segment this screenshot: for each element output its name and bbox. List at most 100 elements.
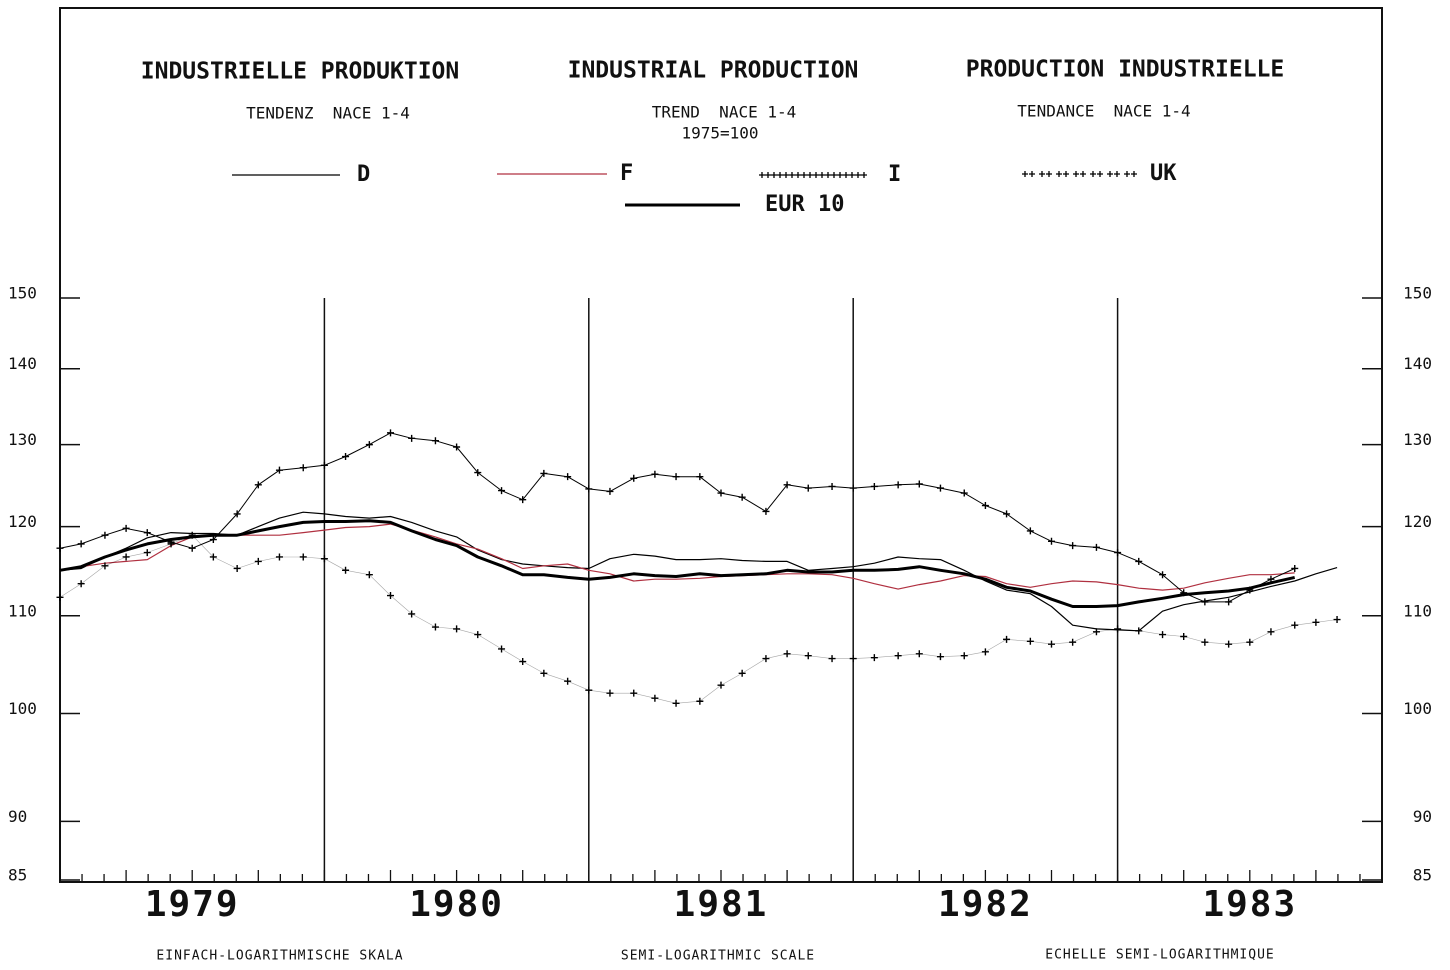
series-marker bbox=[56, 593, 64, 601]
series-marker bbox=[387, 592, 394, 600]
series-marker bbox=[77, 540, 85, 548]
series-marker bbox=[498, 645, 506, 653]
series-marker bbox=[1114, 625, 1122, 633]
series-marker bbox=[762, 507, 770, 515]
series-marker bbox=[783, 481, 791, 489]
series-marker bbox=[870, 482, 878, 490]
series-marker bbox=[408, 610, 416, 618]
legend-label: D bbox=[357, 162, 370, 187]
series-marker bbox=[585, 686, 593, 694]
y-tick-label-left: 90 bbox=[8, 807, 27, 826]
series-marker bbox=[342, 453, 350, 461]
series-marker bbox=[365, 441, 373, 449]
series-marker bbox=[894, 481, 902, 489]
series-marker bbox=[849, 484, 857, 492]
series-marker bbox=[519, 496, 527, 504]
series-marker bbox=[143, 549, 151, 557]
y-tick-label-left: 130 bbox=[8, 430, 37, 449]
y-tick-label-left: 120 bbox=[8, 512, 37, 531]
series-marker bbox=[564, 677, 572, 685]
series-marker bbox=[606, 487, 614, 495]
subtitle-fr: TENDANCE NACE 1-4 bbox=[1017, 102, 1190, 121]
series-marker bbox=[894, 652, 902, 660]
series-line bbox=[59, 534, 1338, 704]
series-marker bbox=[431, 623, 439, 631]
footnote-en: SEMI-LOGARITHMIC SCALE bbox=[621, 949, 815, 964]
series-marker bbox=[342, 566, 350, 574]
series-marker bbox=[1333, 616, 1341, 624]
series-marker bbox=[254, 481, 262, 489]
legend-label: UK bbox=[1150, 161, 1177, 186]
series-marker bbox=[651, 694, 659, 702]
y-tick-label-right: 150 bbox=[1403, 284, 1432, 303]
series-marker bbox=[828, 482, 836, 490]
series-marker bbox=[981, 648, 989, 656]
series-marker bbox=[320, 461, 328, 469]
series-marker bbox=[1159, 571, 1167, 579]
series-marker bbox=[564, 473, 572, 481]
series-marker bbox=[365, 571, 373, 579]
y-tick-label-left: 100 bbox=[8, 699, 37, 718]
footnote-fr: ECHELLE SEMI-LOGARITHMIQUE bbox=[1045, 948, 1275, 963]
series-marker bbox=[498, 487, 506, 495]
y-tick-label-right: 85 bbox=[1413, 866, 1432, 885]
series-marker bbox=[1135, 557, 1143, 565]
series-line bbox=[59, 519, 1296, 608]
series-marker bbox=[1003, 635, 1011, 643]
series-marker bbox=[474, 631, 482, 639]
series-marker bbox=[1069, 542, 1077, 550]
base-note: 1975=100 bbox=[681, 124, 758, 143]
series-marker bbox=[915, 480, 923, 488]
series-marker bbox=[474, 469, 482, 477]
series-marker bbox=[1180, 633, 1188, 641]
series-marker bbox=[738, 493, 746, 501]
y-tick-label-right: 100 bbox=[1403, 699, 1432, 718]
x-tick-label: 1981 bbox=[674, 884, 769, 925]
series-marker bbox=[783, 650, 791, 658]
title-de: INDUSTRIELLE PRODUKTION bbox=[141, 59, 460, 85]
series-marker bbox=[122, 524, 130, 532]
series-marker bbox=[254, 557, 262, 565]
series-marker bbox=[143, 529, 151, 537]
series-marker bbox=[408, 434, 416, 442]
series-marker bbox=[1246, 638, 1254, 646]
series-marker bbox=[717, 681, 725, 689]
y-tick-label-right: 110 bbox=[1403, 601, 1432, 620]
y-tick-label-right: 130 bbox=[1403, 430, 1432, 449]
series-marker bbox=[696, 697, 704, 705]
y-tick-label-left: 85 bbox=[8, 866, 27, 885]
series-marker bbox=[804, 484, 812, 492]
series-marker bbox=[804, 652, 812, 660]
series-marker bbox=[167, 540, 175, 548]
series-marker bbox=[233, 510, 241, 518]
legend-label: EUR 10 bbox=[765, 192, 844, 217]
series-marker bbox=[651, 470, 659, 478]
series-marker bbox=[275, 553, 283, 561]
series-marker bbox=[828, 655, 836, 663]
series-marker bbox=[1225, 640, 1233, 648]
series-marker bbox=[738, 669, 746, 677]
series-marker bbox=[960, 652, 968, 660]
title-fr: PRODUCTION INDUSTRIELLE bbox=[966, 57, 1285, 83]
legend-label: I bbox=[888, 162, 901, 187]
series-marker bbox=[188, 544, 196, 552]
series-marker bbox=[1114, 549, 1122, 557]
series-marker bbox=[431, 437, 439, 445]
series-marker bbox=[77, 580, 85, 588]
series-marker bbox=[1069, 638, 1077, 646]
series-marker bbox=[101, 531, 109, 539]
footnote-de: EINFACH-LOGARITHMISCHE SKALA bbox=[156, 949, 403, 964]
y-tick-label-right: 120 bbox=[1403, 512, 1432, 531]
x-tick-label: 1979 bbox=[145, 884, 240, 925]
series-marker bbox=[1291, 564, 1299, 572]
series-marker bbox=[672, 699, 680, 707]
series-marker bbox=[1225, 598, 1233, 606]
series-marker bbox=[1267, 628, 1275, 636]
series-marker bbox=[233, 564, 241, 572]
series-marker bbox=[299, 553, 307, 561]
series-marker bbox=[1291, 621, 1299, 629]
series-marker bbox=[717, 489, 725, 497]
series-marker bbox=[762, 655, 770, 663]
series-marker bbox=[1092, 628, 1100, 636]
